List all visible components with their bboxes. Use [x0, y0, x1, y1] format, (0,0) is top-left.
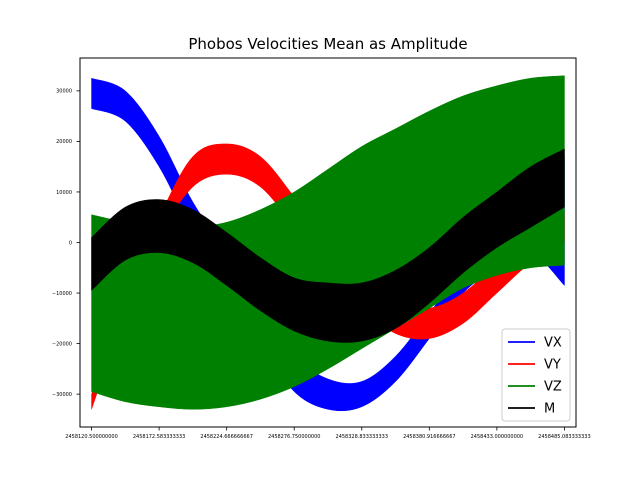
legend-label-vx: VX	[544, 336, 562, 351]
y-tick-label: −30000	[52, 392, 72, 398]
x-tick-label: 2458433.000000000	[471, 434, 524, 440]
x-tick-label: 2458224.666666667	[200, 434, 253, 440]
series-band-vz	[91, 75, 565, 410]
legend-label-vy: VY	[544, 358, 561, 373]
x-tick-label: 2458328.833333333	[336, 434, 389, 440]
series-band-m	[91, 148, 565, 343]
x-tick-label: 2458172.583333333	[133, 434, 186, 440]
legend: VX VY VZ M	[501, 328, 571, 422]
x-tick-label: 2458120.500000000	[65, 434, 118, 440]
y-tick-label: 10000	[56, 190, 72, 196]
y-tick-label: 30000	[56, 89, 72, 95]
series-layer	[91, 75, 565, 412]
y-tick-label: 0	[69, 240, 72, 246]
x-tick-label: 2458276.750000000	[268, 434, 321, 440]
legend-box	[501, 328, 571, 422]
y-tick-label: −10000	[52, 291, 72, 297]
legend-label-vz: VZ	[544, 380, 562, 395]
y-axis: −30000 −20000 −10000 0 10000 20000 30000	[52, 89, 80, 398]
y-tick-label: 20000	[56, 139, 72, 145]
legend-label-m: M	[544, 402, 555, 417]
x-axis: 2458120.500000000 2458172.583333333 245822…	[65, 427, 591, 440]
x-tick-label: 2458380.916666667	[403, 434, 456, 440]
chart-title: Phobos Velocities Mean as Amplitude	[188, 35, 467, 53]
x-tick-label: 2458485.083333333	[538, 434, 591, 440]
y-tick-label: −20000	[52, 341, 72, 347]
